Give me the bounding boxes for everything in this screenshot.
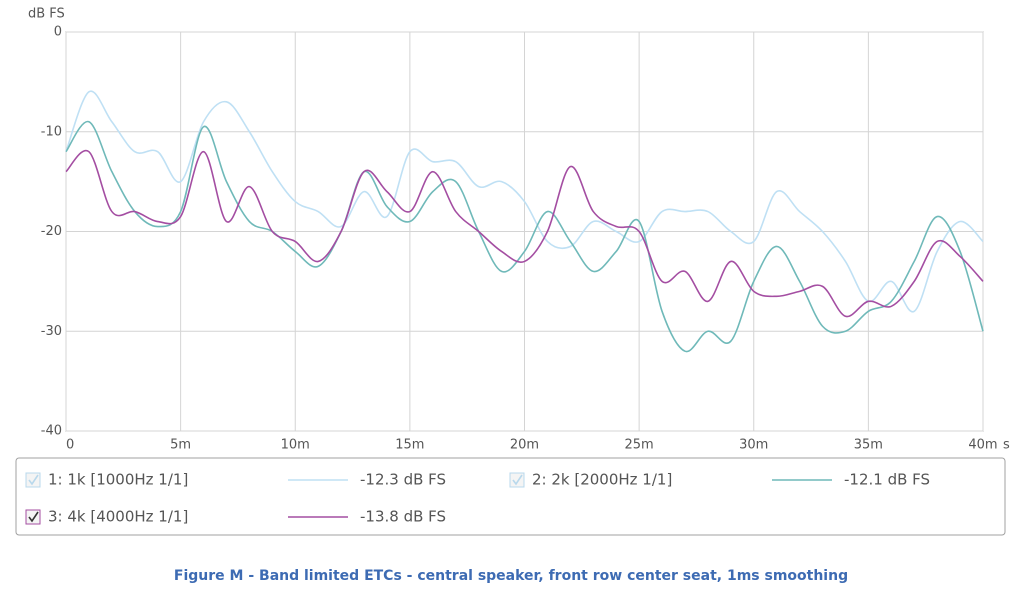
legend-item: 2: 2k [2000Hz 1/1] -12.1 dB FS [509, 471, 930, 489]
legend-label: 1: 1k [1000Hz 1/1] [48, 471, 188, 489]
legend-label: 3: 4k [4000Hz 1/1] [48, 508, 188, 526]
x-axis-unit: s [1003, 438, 1010, 453]
checkbox-check [28, 511, 39, 523]
x-tick-label: 25m [625, 438, 654, 453]
y-tick-label: 0 [54, 25, 62, 40]
y-tick-label: -10 [41, 124, 62, 139]
series-line [65, 149, 984, 318]
x-tick-label: 30m [739, 438, 768, 453]
checkbox-check [512, 474, 523, 486]
x-tick-label: 15m [395, 438, 424, 453]
legend-item: 3: 4k [4000Hz 1/1] -13.8 dB FS [25, 508, 446, 526]
x-tick-label: 40m [968, 438, 997, 453]
caption: Figure M - Band limited ETCs - central s… [174, 568, 848, 584]
legend: 1: 1k [1000Hz 1/1] -12.3 dB FS 2: 2k [2000… [25, 471, 930, 526]
x-tick-label: 35m [854, 438, 883, 453]
series-line [65, 120, 984, 353]
legend-value: -13.8 dB FS [360, 508, 446, 526]
checkbox-check [28, 474, 39, 486]
y-axis-label: dB FS [28, 7, 65, 22]
x-tick-label: 10m [281, 438, 310, 453]
legend-item: 1: 1k [1000Hz 1/1] -12.3 dB FS [25, 471, 446, 489]
y-tick-label: -20 [41, 224, 62, 239]
legend-label: 2: 2k [2000Hz 1/1] [532, 471, 672, 489]
x-tick-label: 5m [170, 438, 191, 453]
x-tick-label: 20m [510, 438, 539, 453]
y-tick-label: -30 [41, 324, 62, 339]
y-tick-label: -40 [41, 424, 62, 439]
legend-value: -12.3 dB FS [360, 471, 446, 489]
legend-box [15, 457, 1006, 536]
legend-value: -12.1 dB FS [844, 471, 930, 489]
x-tick-label: 0 [66, 438, 74, 453]
series-line [65, 90, 984, 313]
